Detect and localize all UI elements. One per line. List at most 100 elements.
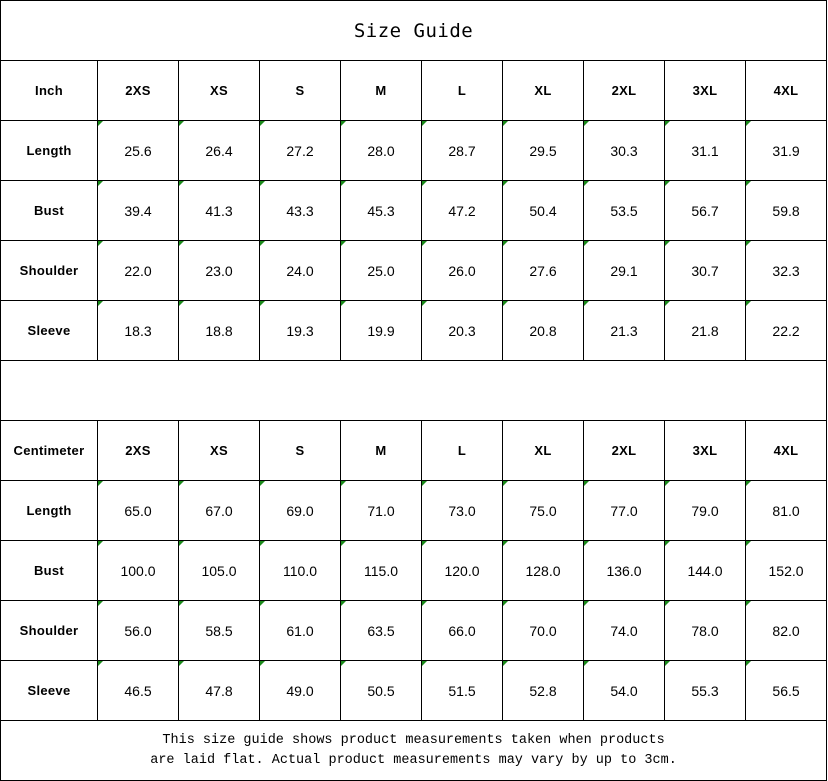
measurement-value: 144.0 <box>687 562 723 579</box>
measurement-value: 49.0 <box>286 682 314 699</box>
error-indicator-icon <box>422 181 427 186</box>
size-header: 2XL <box>583 420 665 481</box>
measurement-cell: 39.4 <box>97 180 179 241</box>
measurement-value: 55.3 <box>691 682 719 699</box>
measurement-value: 31.1 <box>691 142 719 159</box>
measurement-value: 26.4 <box>205 142 233 159</box>
measurement-value: 81.0 <box>772 502 800 519</box>
error-indicator-icon <box>584 541 589 546</box>
measurement-cell: 152.0 <box>744 540 828 601</box>
measurement-cell: 20.3 <box>421 300 503 361</box>
measurement-value: 19.9 <box>367 322 395 339</box>
page-title: Size Guide <box>0 0 828 61</box>
unit-label: Centimeter <box>0 420 98 481</box>
error-indicator-icon <box>341 121 346 126</box>
measurement-cell: 79.0 <box>664 480 746 541</box>
measurement-value: 23.0 <box>205 262 233 279</box>
size-header: 2XL <box>583 60 665 121</box>
size-header: 4XL <box>744 420 828 481</box>
measurement-cell: 27.6 <box>502 240 584 301</box>
measurement-value: 50.4 <box>529 202 557 219</box>
table-row: Length 65.0 67.0 69.0 71.0 73.0 75.0 77.0 79.0 81… <box>0 480 828 541</box>
measurement-value: 31.9 <box>772 142 800 159</box>
measurement-cell: 71.0 <box>340 480 422 541</box>
error-indicator-icon <box>179 481 184 486</box>
measurement-label: Sleeve <box>0 300 98 361</box>
measurement-cell: 144.0 <box>664 540 746 601</box>
measurement-cell: 18.8 <box>178 300 260 361</box>
table-row: Sleeve 46.5 47.8 49.0 50.5 51.5 52.8 54.0 55.3 56… <box>0 660 828 721</box>
error-indicator-icon <box>98 481 103 486</box>
size-header: XL <box>502 420 584 481</box>
measurement-cell: 27.2 <box>259 120 341 181</box>
measurement-value: 54.0 <box>610 682 638 699</box>
measurement-cell: 52.8 <box>502 660 584 721</box>
size-header: XL <box>502 60 584 121</box>
spacer-row <box>0 360 828 421</box>
measurement-value: 47.8 <box>205 682 233 699</box>
measurement-value: 78.0 <box>691 622 719 639</box>
error-indicator-icon <box>341 241 346 246</box>
error-indicator-icon <box>98 241 103 246</box>
error-indicator-icon <box>179 541 184 546</box>
measurement-value: 21.8 <box>691 322 719 339</box>
error-indicator-icon <box>422 661 427 666</box>
error-indicator-icon <box>503 601 508 606</box>
measurement-value: 77.0 <box>610 502 638 519</box>
measurement-value: 105.0 <box>201 562 237 579</box>
measurement-value: 47.2 <box>448 202 476 219</box>
measurement-value: 27.2 <box>286 142 314 159</box>
measurement-value: 58.5 <box>205 622 233 639</box>
measurement-value: 82.0 <box>772 622 800 639</box>
error-indicator-icon <box>665 301 670 306</box>
measurement-cell: 47.8 <box>178 660 260 721</box>
note-row: This size guide shows product measuremen… <box>0 720 828 781</box>
error-indicator-icon <box>179 241 184 246</box>
measurement-value: 25.6 <box>124 142 152 159</box>
error-indicator-icon <box>503 241 508 246</box>
measurement-value: 53.5 <box>610 202 638 219</box>
measurement-value: 67.0 <box>205 502 233 519</box>
measurement-value: 65.0 <box>124 502 152 519</box>
error-indicator-icon <box>584 601 589 606</box>
measurement-value: 26.0 <box>448 262 476 279</box>
measurement-cell: 29.1 <box>583 240 665 301</box>
size-header: S <box>259 60 341 121</box>
measurement-value: 115.0 <box>364 562 398 579</box>
size-header: XS <box>178 420 260 481</box>
error-indicator-icon <box>260 661 265 666</box>
measurement-value: 79.0 <box>691 502 719 519</box>
measurement-value: 63.5 <box>367 622 395 639</box>
measurement-cell: 59.8 <box>744 180 828 241</box>
measurement-value: 20.8 <box>529 322 557 339</box>
measurement-label: Shoulder <box>0 240 98 301</box>
measurement-cell: 28.0 <box>340 120 422 181</box>
measurement-value: 28.0 <box>367 142 395 159</box>
measurement-cell: 70.0 <box>502 600 584 661</box>
error-indicator-icon <box>341 301 346 306</box>
measurement-cell: 100.0 <box>97 540 179 601</box>
error-indicator-icon <box>98 181 103 186</box>
error-indicator-icon <box>503 181 508 186</box>
error-indicator-icon <box>98 601 103 606</box>
measurement-value: 18.8 <box>205 322 233 339</box>
size-header: 4XL <box>744 60 828 121</box>
measurement-label: Sleeve <box>0 660 98 721</box>
error-indicator-icon <box>98 541 103 546</box>
measurement-value: 30.7 <box>691 262 719 279</box>
measurement-cell: 136.0 <box>583 540 665 601</box>
size-header: 3XL <box>664 420 746 481</box>
header-row: Centimeter 2XS XS S M L XL 2XL 3XL 4XL <box>0 420 828 481</box>
size-header: 3XL <box>664 60 746 121</box>
measurement-value: 27.6 <box>529 262 557 279</box>
measurement-cell: 82.0 <box>744 600 828 661</box>
measurement-value: 59.8 <box>772 202 800 219</box>
measurement-value: 29.1 <box>610 262 638 279</box>
measurement-value: 56.5 <box>772 682 800 699</box>
measurement-value: 22.2 <box>772 322 800 339</box>
error-indicator-icon <box>179 601 184 606</box>
measurement-cell: 23.0 <box>178 240 260 301</box>
measurement-cell: 77.0 <box>583 480 665 541</box>
error-indicator-icon <box>746 541 751 546</box>
error-indicator-icon <box>584 481 589 486</box>
